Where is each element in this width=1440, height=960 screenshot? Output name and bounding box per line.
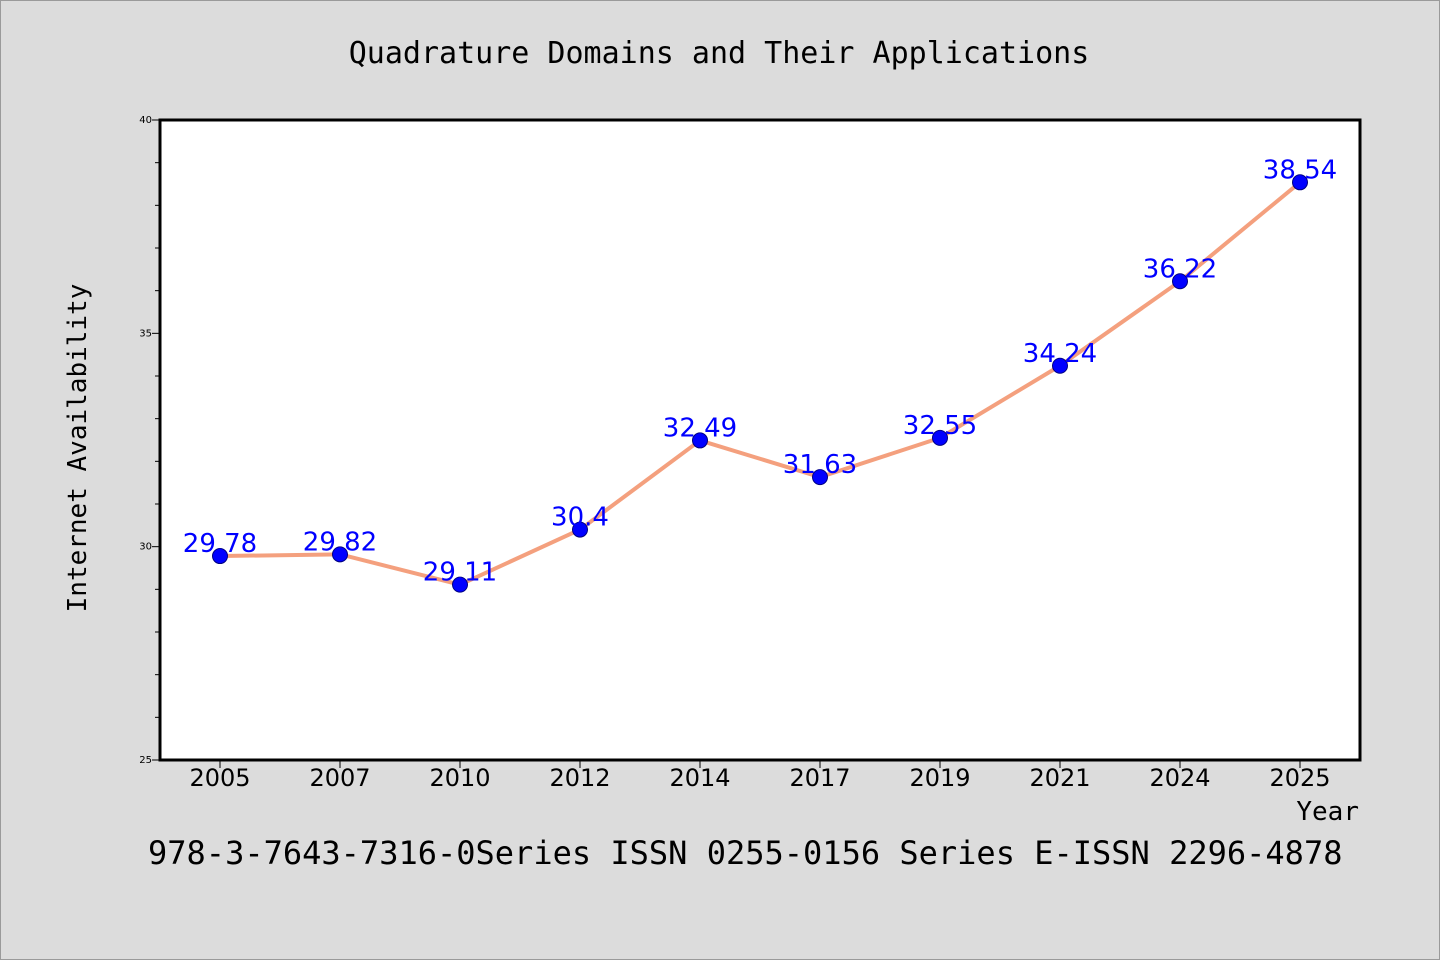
plot-area xyxy=(158,118,1362,762)
x-tick-label: 2014 xyxy=(669,764,730,792)
data-label: 38.54 xyxy=(1263,155,1337,185)
data-label: 29.78 xyxy=(183,529,257,559)
data-labels: 29.78 29.82 29.11 30.4 32.49 31.63 32.55 34.24 3… xyxy=(183,155,1337,587)
y-axis: 25 30 35 40 xyxy=(139,115,160,766)
x-tick-label: 2017 xyxy=(789,764,850,792)
y-axis-label: Internet Availability xyxy=(63,284,93,613)
x-tick-label: 2010 xyxy=(429,764,490,792)
data-point xyxy=(212,548,228,565)
data-label: 32.49 xyxy=(663,413,737,443)
x-tick-label: 2005 xyxy=(189,764,250,792)
data-point xyxy=(932,429,948,446)
data-label: 32.55 xyxy=(903,411,977,441)
y-tick-label: 30 xyxy=(139,542,152,553)
data-label: 29.11 xyxy=(423,558,497,588)
x-tick-label: 2025 xyxy=(1269,764,1330,792)
y-tick-label: 25 xyxy=(139,755,152,766)
data-point xyxy=(1292,174,1308,191)
data-label: 30.4 xyxy=(551,503,609,533)
x-axis: 2005 2007 2010 2012 2014 2017 2019 2021 2024 2025 xyxy=(189,760,1331,792)
x-tick-label: 2012 xyxy=(549,764,610,792)
x-tick-label: 2024 xyxy=(1149,764,1210,792)
x-tick-label: 2021 xyxy=(1029,764,1090,792)
x-tick-label: 2007 xyxy=(309,764,370,792)
series-line-group xyxy=(218,180,1302,587)
data-point xyxy=(812,469,828,486)
data-point xyxy=(332,546,348,563)
data-point xyxy=(452,576,468,593)
data-point xyxy=(1172,273,1188,290)
footer-isbn-issn: 978-3-7643-7316-0Series ISSN 0255-0156 S… xyxy=(148,834,1342,872)
data-label: 36.22 xyxy=(1143,254,1217,284)
data-label: 34.24 xyxy=(1023,339,1097,369)
y-tick-label: 35 xyxy=(139,328,152,339)
series-line xyxy=(218,180,1302,587)
series-markers xyxy=(212,174,1308,593)
y-tick-label: 40 xyxy=(139,115,152,126)
data-label: 29.82 xyxy=(303,527,377,557)
x-axis-label: Year xyxy=(1296,797,1359,827)
data-point xyxy=(1052,357,1068,374)
x-tick-label: 2019 xyxy=(909,764,970,792)
data-point xyxy=(572,521,588,538)
chart-title: Quadrature Domains and Their Application… xyxy=(349,36,1090,71)
data-point xyxy=(692,432,708,449)
data-label: 31.63 xyxy=(783,450,857,480)
